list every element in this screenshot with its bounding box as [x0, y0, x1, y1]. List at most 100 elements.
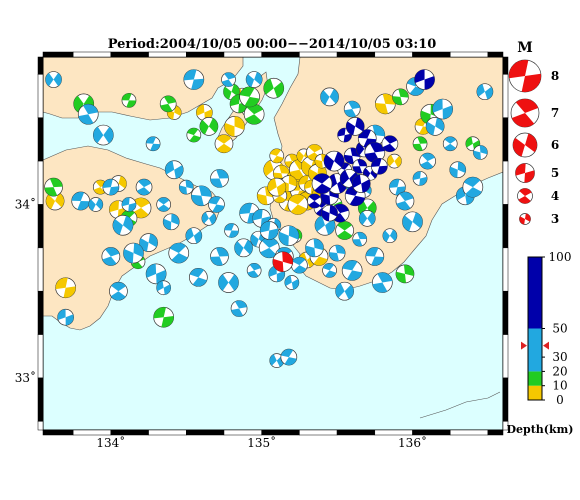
event-marker-s1-3 [159, 95, 177, 113]
event-marker-s2-46 [371, 272, 393, 293]
event-marker-s0-32 [267, 177, 287, 197]
event-marker-s2-5 [101, 247, 121, 266]
colorbar-segment [528, 385, 542, 400]
event-marker-s3-18 [414, 69, 435, 90]
frame-tick-left [37, 56, 44, 75]
frame-tick-top [72, 51, 112, 58]
event-marker-s1-21 [239, 86, 260, 108]
frame-tick-left [37, 290, 44, 335]
frame-tick-top [449, 51, 489, 58]
map-title: Period:2004/10/05 00:00−−2014/10/05 03:1… [108, 37, 437, 52]
event-marker-s1-0 [44, 177, 63, 197]
event-marker-s2-8 [135, 178, 153, 196]
frame-tick-right [502, 334, 509, 379]
event-marker-s2-40 [328, 244, 346, 262]
event-marker-s2-36 [291, 256, 308, 274]
frame-tick-right [502, 56, 509, 75]
legend-label-m5: 5 [551, 166, 559, 180]
frame-tick-bottom [374, 429, 413, 436]
event-marker-s3-21 [351, 174, 371, 193]
event-marker-s1-16 [395, 264, 415, 284]
event-marker-s2-43 [352, 231, 368, 247]
colorbar-label: 30 [552, 350, 567, 364]
event-marker-s1-7 [223, 83, 240, 101]
event-marker-s0-1 [55, 277, 76, 299]
event-marker-s2-42 [341, 260, 363, 281]
event-marker-s0-0 [45, 191, 65, 211]
colorbar-segment [528, 371, 542, 386]
event-marker-s2-59 [473, 145, 488, 160]
event-marker-s2-12 [162, 213, 180, 231]
event-marker-s2-7 [121, 197, 137, 212]
event-marker-s2-34 [278, 225, 300, 247]
event-marker-s2-16 [185, 227, 203, 245]
frame-tick-top [42, 51, 74, 58]
y-tick-label: 34˚ [15, 196, 36, 211]
colorbar-label: 50 [552, 322, 567, 336]
x-axis-labels: 134˚ 135˚ 136˚ [96, 435, 427, 450]
event-marker-s2-49 [395, 191, 415, 211]
event-marker-s2-30 [258, 237, 280, 259]
map-plot-area [37, 51, 509, 436]
frame-tick-top [110, 51, 149, 58]
event-marker-s1-18 [186, 127, 202, 143]
event-marker-s1-22 [412, 136, 428, 152]
frame-tick-right [502, 74, 509, 118]
depth-marker-right [543, 341, 549, 350]
legend-label-m7: 7 [551, 106, 559, 120]
event-marker-s3-12 [370, 157, 388, 175]
frame-tick-left [37, 334, 44, 379]
legend-beachball-m6 [512, 132, 538, 158]
frame-tick-right [502, 160, 509, 205]
event-marker-s1-4 [199, 117, 219, 136]
colorbar-label: 10 [552, 379, 567, 393]
event-marker-s2-44 [358, 209, 376, 227]
event-marker-s2-76 [57, 308, 74, 326]
event-marker-s2-53 [425, 117, 445, 136]
frame-tick-top [374, 51, 413, 58]
event-marker-s2-37 [305, 238, 324, 258]
event-marker-s2-13 [164, 160, 184, 180]
event-marker-s1-19 [392, 88, 409, 106]
frame-tick-bottom [412, 429, 451, 436]
event-marker-s3-10 [364, 142, 386, 163]
frame-tick-top [223, 51, 262, 58]
frame-tick-top [299, 51, 338, 58]
event-marker-s2-35 [284, 275, 300, 290]
magnitude-legend-title: M [517, 40, 533, 56]
event-marker-s0-8 [214, 134, 234, 154]
event-marker-s0-33 [287, 194, 309, 215]
event-marker-s1-2 [121, 93, 137, 108]
event-marker-s0-27 [306, 144, 323, 161]
event-marker-s2-15 [178, 179, 194, 195]
event-marker-s2-73 [259, 221, 279, 240]
event-marker-s2-52 [419, 152, 436, 170]
frame-tick-top [412, 51, 451, 58]
event-marker-s3-20 [321, 204, 338, 222]
legend-beachball-m7 [510, 98, 540, 128]
frame-tick-bottom [487, 429, 504, 436]
event-marker-s2-66 [92, 124, 114, 146]
event-marker-s2-39 [322, 263, 337, 278]
event-marker-s2-10 [145, 263, 167, 285]
frame-tick-top [487, 51, 504, 58]
event-marker-s2-56 [449, 161, 467, 179]
legend-beachball-m4 [517, 188, 533, 204]
colorbar-label: 100 [549, 250, 572, 264]
event-marker-s2-47 [382, 228, 398, 244]
event-marker-s2-21 [210, 247, 229, 266]
x-tick-label: 135˚ [247, 435, 276, 450]
event-marker-s3-14 [323, 150, 345, 172]
frame-tick-bottom [336, 429, 376, 436]
event-marker-s0-9 [224, 116, 245, 137]
event-marker-s3-22 [311, 173, 333, 194]
frame-tick-right [502, 421, 509, 431]
event-marker-s2-72 [245, 71, 263, 88]
y-axis-labels: 34˚ 33˚ [15, 196, 36, 384]
event-marker-s2-45 [365, 247, 385, 266]
event-marker-s2-64 [280, 348, 298, 366]
event-marker-s2-69 [320, 87, 339, 107]
event-marker-s2-14 [168, 242, 190, 264]
event-marker-s2-77 [109, 281, 128, 301]
